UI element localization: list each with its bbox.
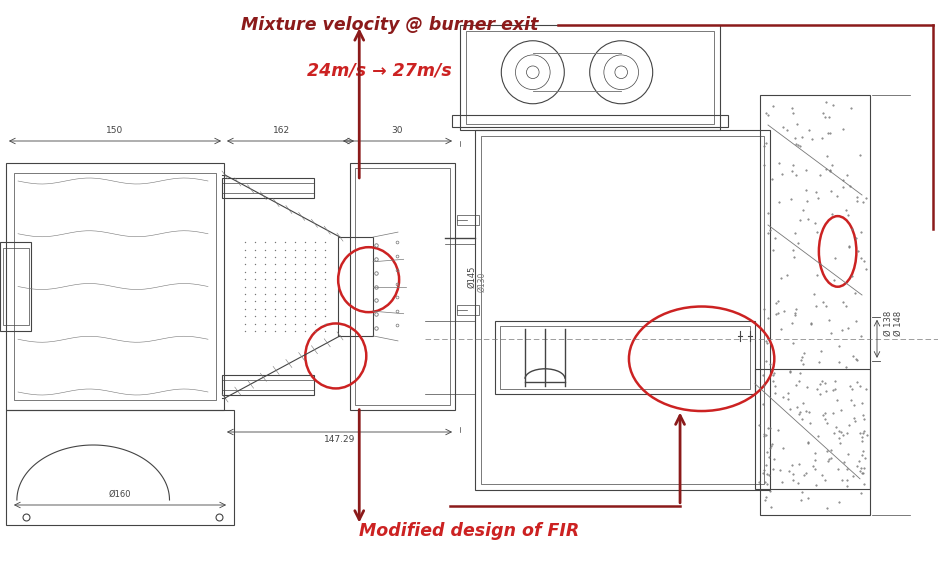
Bar	[481, 136, 764, 484]
Bar	[457, 305, 479, 315]
Text: 150: 150	[106, 126, 124, 135]
Text: Modified design of FIR: Modified design of FIR	[359, 522, 579, 540]
Bar	[457, 215, 479, 225]
Text: 162: 162	[274, 126, 291, 135]
Bar	[495, 321, 755, 394]
Text: 24m/s → 27m/s: 24m/s → 27m/s	[307, 62, 451, 80]
Bar	[755, 369, 870, 489]
Bar	[6, 163, 224, 410]
Bar	[3, 248, 29, 325]
Text: Ø130: Ø130	[477, 271, 486, 292]
Bar	[0, 242, 31, 331]
Bar	[222, 375, 314, 395]
Text: Ø160: Ø160	[109, 490, 131, 499]
Bar	[760, 95, 870, 515]
Bar	[355, 168, 450, 405]
Bar	[6, 410, 234, 525]
Text: 30: 30	[392, 126, 403, 135]
Bar	[222, 178, 314, 198]
Bar	[452, 115, 728, 127]
Text: Ø 138: Ø 138	[884, 311, 893, 336]
Text: Ø145: Ø145	[467, 266, 476, 288]
Bar	[466, 31, 714, 124]
Text: 147.29: 147.29	[324, 435, 356, 444]
Bar	[338, 237, 373, 336]
Text: Mixture velocity @ burner exit: Mixture velocity @ burner exit	[240, 16, 538, 34]
Bar	[350, 163, 455, 410]
Bar	[14, 173, 216, 400]
Text: Ø 148: Ø 148	[894, 311, 903, 336]
Bar	[222, 380, 314, 390]
Bar	[222, 183, 314, 193]
Bar	[475, 130, 770, 490]
Bar	[500, 326, 750, 389]
Bar	[460, 25, 720, 130]
